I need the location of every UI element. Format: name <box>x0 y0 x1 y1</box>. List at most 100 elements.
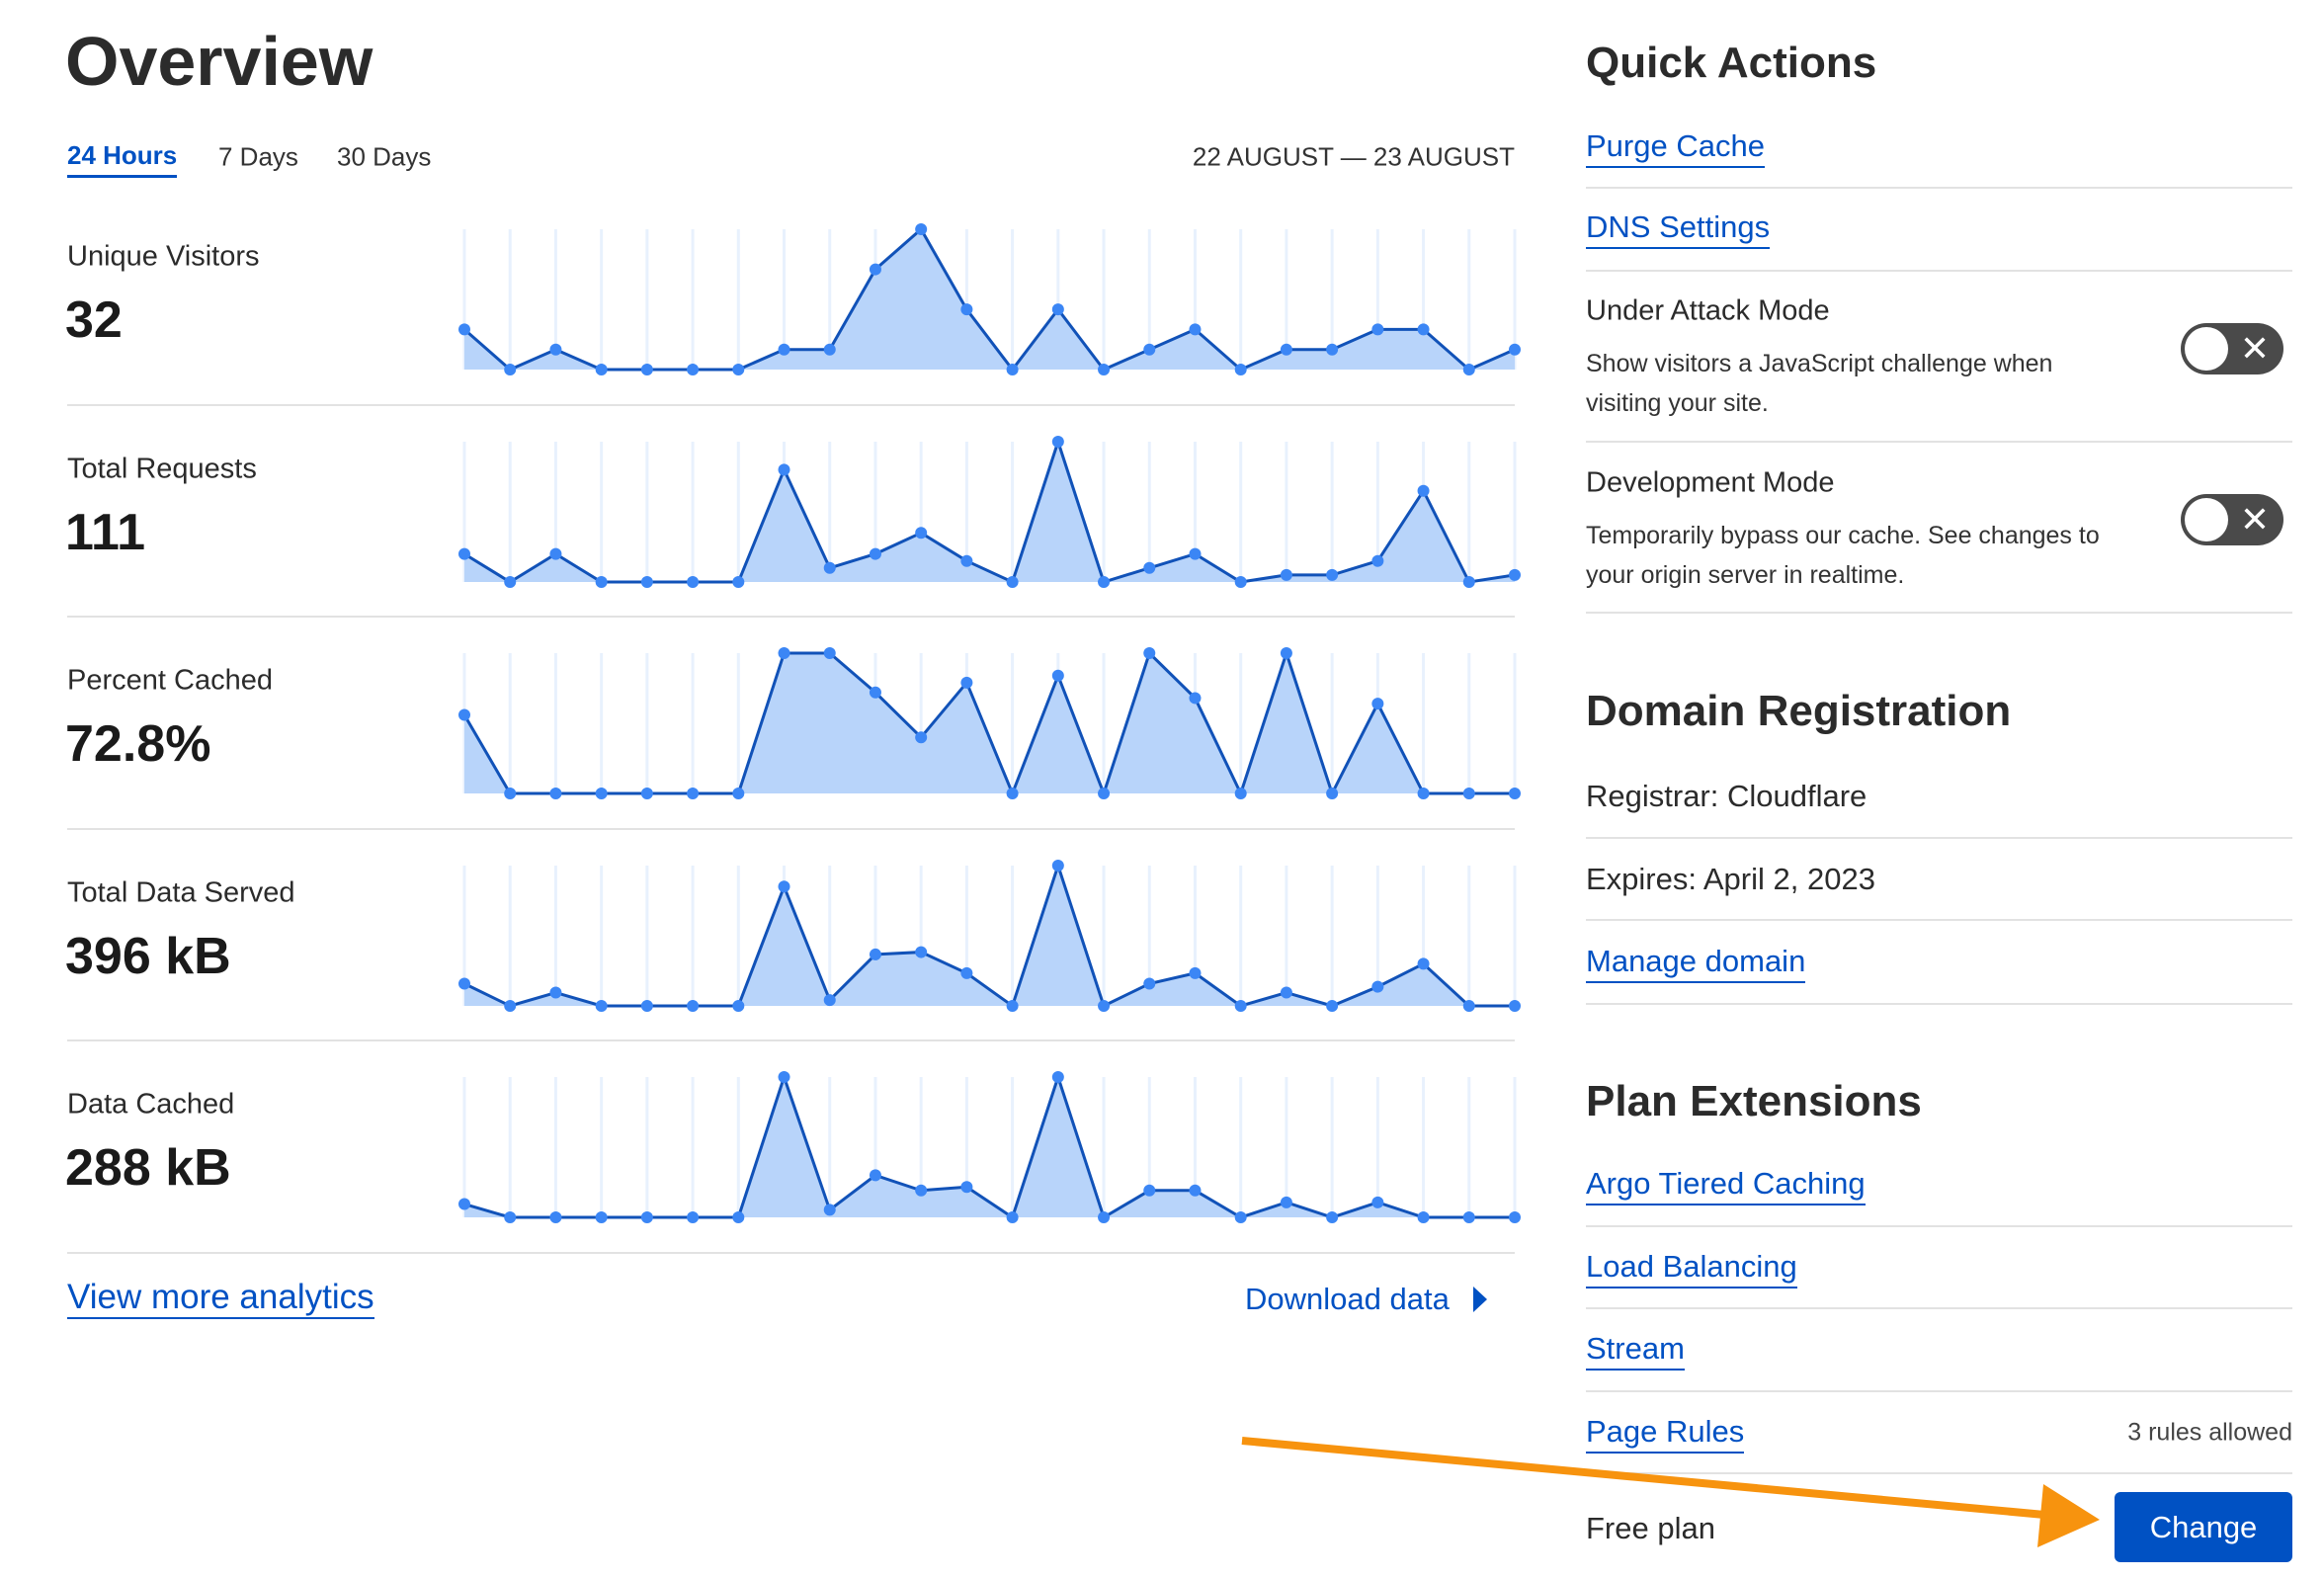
data-point[interactable] <box>458 323 470 336</box>
data-point[interactable] <box>1234 364 1247 375</box>
data-point[interactable] <box>595 364 608 375</box>
tab-30-days[interactable]: 30 Days <box>337 141 432 172</box>
data-point[interactable] <box>1234 999 1247 1012</box>
data-point[interactable] <box>1189 323 1202 336</box>
data-point[interactable] <box>549 1211 562 1223</box>
data-point[interactable] <box>1371 980 1384 993</box>
data-point[interactable] <box>1280 986 1292 999</box>
data-point[interactable] <box>1462 1211 1475 1223</box>
purge-cache-link[interactable]: Purge Cache <box>1586 126 1765 168</box>
data-point[interactable] <box>1509 1211 1521 1223</box>
data-point[interactable] <box>1098 999 1111 1012</box>
under-attack-toggle[interactable]: ✕ <box>2181 323 2283 374</box>
tab-24-hours[interactable]: 24 Hours <box>67 140 178 178</box>
data-point[interactable] <box>1509 568 1521 581</box>
data-point[interactable] <box>915 1184 928 1197</box>
data-point[interactable] <box>778 879 790 892</box>
data-point[interactable] <box>1006 999 1019 1012</box>
data-point[interactable] <box>595 575 608 588</box>
data-point[interactable] <box>823 343 836 356</box>
data-point[interactable] <box>504 364 517 375</box>
load-balancing-link[interactable]: Load Balancing <box>1586 1247 1797 1288</box>
data-point[interactable] <box>504 999 517 1012</box>
data-point[interactable] <box>640 999 653 1012</box>
data-point[interactable] <box>504 575 517 588</box>
data-point[interactable] <box>595 999 608 1012</box>
data-point[interactable] <box>915 526 928 539</box>
data-point[interactable] <box>458 977 470 990</box>
data-point[interactable] <box>687 999 700 1012</box>
data-point[interactable] <box>1509 788 1521 799</box>
change-plan-button[interactable]: Change <box>2115 1492 2292 1562</box>
data-point[interactable] <box>1280 647 1292 659</box>
data-point[interactable] <box>1280 343 1292 356</box>
data-point[interactable] <box>687 788 700 799</box>
data-point[interactable] <box>732 1211 745 1223</box>
data-point[interactable] <box>732 575 745 588</box>
data-point[interactable] <box>1189 1184 1202 1197</box>
data-point[interactable] <box>687 575 700 588</box>
data-point[interactable] <box>1006 1211 1019 1223</box>
data-point[interactable] <box>1462 788 1475 799</box>
data-point[interactable] <box>549 343 562 356</box>
data-point[interactable] <box>1509 999 1521 1012</box>
data-point[interactable] <box>1234 575 1247 588</box>
stream-link[interactable]: Stream <box>1586 1329 1685 1371</box>
data-point[interactable] <box>549 788 562 799</box>
data-point[interactable] <box>595 1211 608 1223</box>
data-point[interactable] <box>1417 484 1430 497</box>
data-point[interactable] <box>1189 547 1202 560</box>
data-point[interactable] <box>1326 343 1339 356</box>
data-point[interactable] <box>1143 1184 1156 1197</box>
argo-tiered-caching-link[interactable]: Argo Tiered Caching <box>1586 1164 1866 1205</box>
data-point[interactable] <box>732 999 745 1012</box>
data-point[interactable] <box>1234 788 1247 799</box>
data-point[interactable] <box>1371 554 1384 567</box>
download-data-link[interactable]: Download data <box>1245 1282 1488 1317</box>
data-point[interactable] <box>640 788 653 799</box>
data-point[interactable] <box>960 554 973 567</box>
data-point[interactable] <box>915 731 928 744</box>
data-point[interactable] <box>1280 1196 1292 1208</box>
data-point[interactable] <box>458 708 470 721</box>
dev-mode-toggle[interactable]: ✕ <box>2181 494 2283 545</box>
data-point[interactable] <box>504 1211 517 1223</box>
data-point[interactable] <box>869 547 881 560</box>
data-point[interactable] <box>823 1204 836 1216</box>
data-point[interactable] <box>1280 568 1292 581</box>
data-point[interactable] <box>1143 343 1156 356</box>
view-more-analytics-link[interactable]: View more analytics <box>67 1278 374 1319</box>
data-point[interactable] <box>960 966 973 979</box>
data-point[interactable] <box>1326 568 1339 581</box>
data-point[interactable] <box>778 343 790 356</box>
data-point[interactable] <box>1051 669 1064 682</box>
data-point[interactable] <box>1417 323 1430 336</box>
data-point[interactable] <box>869 686 881 699</box>
data-point[interactable] <box>1462 999 1475 1012</box>
data-point[interactable] <box>1462 364 1475 375</box>
data-point[interactable] <box>823 647 836 659</box>
data-point[interactable] <box>1051 303 1064 316</box>
tab-7-days[interactable]: 7 Days <box>218 141 298 172</box>
data-point[interactable] <box>960 303 973 316</box>
data-point[interactable] <box>1326 788 1339 799</box>
data-point[interactable] <box>1143 561 1156 574</box>
data-point[interactable] <box>778 647 790 659</box>
data-point[interactable] <box>732 788 745 799</box>
data-point[interactable] <box>1143 977 1156 990</box>
page-rules-link[interactable]: Page Rules <box>1586 1412 1745 1454</box>
data-point[interactable] <box>549 986 562 999</box>
data-point[interactable] <box>1051 1071 1064 1083</box>
data-point[interactable] <box>1326 999 1339 1012</box>
data-point[interactable] <box>778 462 790 475</box>
data-point[interactable] <box>640 1211 653 1223</box>
data-point[interactable] <box>1417 956 1430 969</box>
data-point[interactable] <box>1417 1211 1430 1223</box>
data-point[interactable] <box>778 1071 790 1083</box>
data-point[interactable] <box>1051 859 1064 872</box>
data-point[interactable] <box>504 788 517 799</box>
data-point[interactable] <box>1189 692 1202 705</box>
data-point[interactable] <box>1417 788 1430 799</box>
data-point[interactable] <box>1006 364 1019 375</box>
data-point[interactable] <box>1098 1211 1111 1223</box>
